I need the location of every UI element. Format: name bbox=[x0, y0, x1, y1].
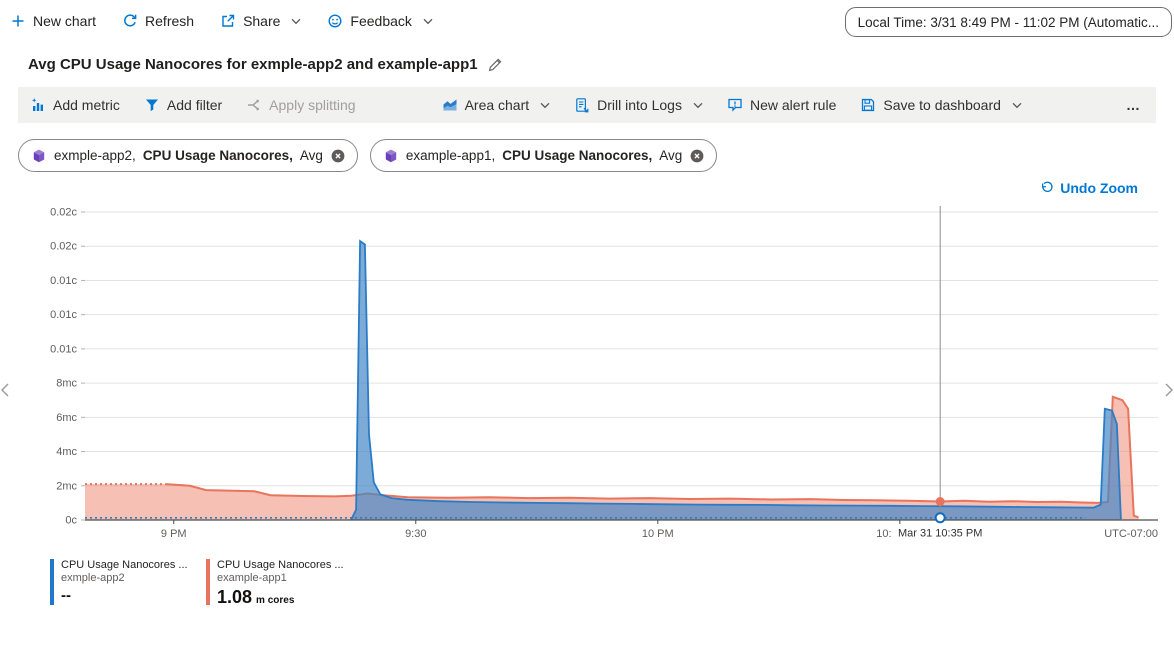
remove-metric-icon[interactable] bbox=[689, 148, 705, 164]
crosshair-time-label: Mar 31 10:35 PM bbox=[898, 528, 982, 540]
exmple-app2-area bbox=[351, 241, 1121, 520]
new-alert-rule-button[interactable]: New alert rule bbox=[727, 97, 836, 113]
chart-type-selector[interactable]: Area chart bbox=[442, 97, 551, 113]
alert-icon bbox=[728, 98, 742, 112]
add-metric-button[interactable]: Add metric bbox=[30, 97, 120, 113]
legend-value: -- bbox=[61, 587, 71, 604]
legend-value: 1.08 bbox=[217, 587, 253, 607]
refresh-button[interactable]: Refresh bbox=[122, 13, 194, 29]
share-icon bbox=[222, 14, 235, 27]
y-axis-label: 0.02c bbox=[50, 241, 77, 253]
edit-pencil-icon[interactable] bbox=[487, 57, 503, 73]
scroll-right-chevron-icon[interactable] bbox=[1164, 382, 1174, 398]
pill-scope: exmple-app2, bbox=[54, 148, 136, 163]
apply-splitting-button: Apply splitting bbox=[246, 97, 356, 113]
y-axis-label: 0.01c bbox=[50, 275, 77, 287]
legend-item[interactable]: CPU Usage Nanocores ... exmple-app2 -- bbox=[50, 559, 190, 608]
chevron-down-icon bbox=[291, 18, 301, 24]
legend-item[interactable]: CPU Usage Nanocores ... example-app1 1.0… bbox=[206, 559, 346, 608]
metrics-command-bar: Add metric Add filter Apply splitting Ar… bbox=[18, 87, 1156, 123]
pill-scope: example-app1, bbox=[405, 148, 496, 163]
drill-into-logs-label: Drill into Logs bbox=[597, 97, 682, 113]
chevron-down-icon bbox=[1012, 102, 1022, 108]
save-to-dashboard-button[interactable]: Save to dashboard bbox=[860, 97, 1022, 113]
legend-color-bar bbox=[206, 559, 210, 605]
refresh-label: Refresh bbox=[145, 13, 195, 29]
metric-pill[interactable]: exmple-app2, CPU Usage Nanocores, Avg bbox=[18, 139, 358, 172]
y-axis-label: 0.01c bbox=[50, 309, 77, 321]
scroll-left-chevron-icon[interactable] bbox=[0, 382, 10, 398]
namespace-cube-icon bbox=[33, 149, 45, 162]
chart-legend: CPU Usage Nanocores ... exmple-app2 -- C… bbox=[50, 559, 1174, 608]
undo-zoom-label: Undo Zoom bbox=[1060, 180, 1138, 196]
legend-color-bar bbox=[50, 559, 54, 605]
pill-aggregation: Avg bbox=[299, 148, 323, 163]
add-metric-icon bbox=[31, 98, 43, 111]
metric-pill[interactable]: example-app1, CPU Usage Nanocores, Avg bbox=[369, 139, 718, 172]
undo-zoom-button[interactable]: Undo Zoom bbox=[0, 176, 1138, 200]
feedback-button[interactable]: Feedback bbox=[327, 13, 433, 29]
new-alert-rule-label: New alert rule bbox=[749, 97, 837, 113]
pill-metric: CPU Usage Nanocores, bbox=[142, 148, 293, 163]
add-metric-label: Add metric bbox=[53, 97, 120, 113]
example-app1-line bbox=[165, 395, 1139, 519]
crosshair-label-bg bbox=[891, 526, 990, 539]
timezone-label: UTC-07:00 bbox=[1104, 528, 1158, 540]
y-axis-label: 0c bbox=[65, 515, 77, 527]
chevron-down-icon bbox=[540, 102, 550, 108]
y-axis-label: 8mc bbox=[56, 378, 77, 390]
save-to-dashboard-label: Save to dashboard bbox=[883, 97, 1001, 113]
time-range-label: Local Time: 3/31 8:49 PM - 11:02 PM (Aut… bbox=[857, 14, 1159, 30]
chart-type-label: Area chart bbox=[464, 97, 530, 113]
logs-document-icon bbox=[576, 98, 589, 113]
pill-aggregation: Avg bbox=[659, 148, 683, 163]
exmple-app2-line bbox=[350, 239, 1122, 521]
legend-metric: CPU Usage Nanocores ... bbox=[217, 559, 344, 571]
apply-splitting-label: Apply splitting bbox=[269, 97, 356, 113]
add-filter-label: Add filter bbox=[166, 97, 223, 113]
namespace-cube-icon bbox=[385, 149, 397, 162]
share-label: Share bbox=[243, 13, 281, 29]
y-axis-label: 0.02c bbox=[50, 207, 77, 219]
new-chart-label: New chart bbox=[33, 13, 97, 29]
plus-icon bbox=[12, 15, 24, 27]
remove-metric-icon[interactable] bbox=[330, 148, 346, 164]
time-range-button[interactable]: Local Time: 3/31 8:49 PM - 11:02 PM (Aut… bbox=[844, 7, 1172, 37]
crosshair-marker-exmple-app2 bbox=[934, 512, 946, 524]
y-axis-label: 6mc bbox=[56, 412, 77, 424]
top-command-bar: New chart Refresh Share Feedback Local T… bbox=[0, 0, 1174, 42]
new-chart-button[interactable]: New chart bbox=[10, 13, 96, 29]
legend-resource: example-app1 bbox=[217, 572, 287, 584]
legend-unit: m cores bbox=[256, 595, 295, 606]
filter-funnel-icon bbox=[145, 99, 158, 112]
add-filter-button[interactable]: Add filter bbox=[144, 97, 222, 113]
pill-metric: CPU Usage Nanocores, bbox=[502, 148, 653, 163]
chart-canvas[interactable]: 0c 2mc 4mc 6mc 8mc 0.01c 0.01c 0.01c 0.02c 0.02c 9… bbox=[0, 202, 1174, 552]
legend-resource: exmple-app2 bbox=[61, 572, 125, 584]
refresh-icon bbox=[124, 14, 137, 27]
page-title: Avg CPU Usage Nanocores for exmple-app2 … bbox=[28, 56, 478, 73]
y-axis-label: 2mc bbox=[56, 480, 77, 492]
chevron-down-icon bbox=[693, 102, 703, 108]
feedback-label: Feedback bbox=[350, 13, 412, 29]
apply-splitting-icon bbox=[248, 99, 260, 111]
chevron-down-icon bbox=[423, 18, 433, 24]
drill-into-logs-button[interactable]: Drill into Logs bbox=[574, 97, 703, 113]
y-axis-label: 0.01c bbox=[50, 343, 77, 355]
area-chart-icon bbox=[443, 99, 457, 111]
y-axis-label: 4mc bbox=[56, 446, 77, 458]
more-commands-button[interactable]: … bbox=[1126, 97, 1140, 113]
metric-pills-row: exmple-app2, CPU Usage Nanocores, Avg ex… bbox=[18, 139, 1174, 172]
undo-icon bbox=[1042, 181, 1053, 192]
save-disk-icon bbox=[862, 98, 875, 112]
x-axis-label: 9:30 bbox=[405, 528, 426, 540]
feedback-smiley-icon bbox=[328, 14, 342, 28]
metrics-chart[interactable]: 0c 2mc 4mc 6mc 8mc 0.01c 0.01c 0.01c 0.02c 0.02c 9… bbox=[0, 202, 1174, 555]
chart-title-row: Avg CPU Usage Nanocores for exmple-app2 … bbox=[28, 56, 1174, 73]
x-axis-label: 9 PM bbox=[161, 528, 187, 540]
legend-metric: CPU Usage Nanocores ... bbox=[61, 559, 188, 571]
crosshair-marker-example-app1 bbox=[935, 497, 945, 507]
share-button[interactable]: Share bbox=[220, 13, 301, 29]
x-axis-label: 10 PM bbox=[642, 528, 674, 540]
